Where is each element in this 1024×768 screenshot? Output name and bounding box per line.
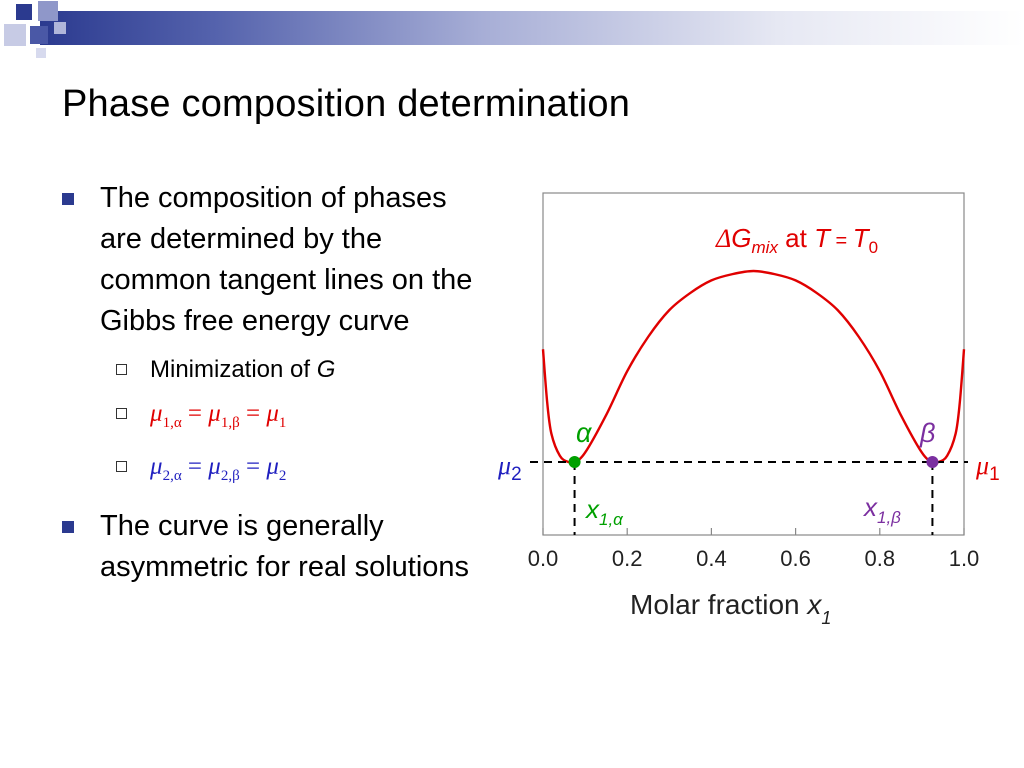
plot-frame: [542, 192, 965, 536]
x-tick-label: 0.4: [696, 546, 727, 571]
sub-bullet-item: μ2,α = μ2,β = μ2: [100, 445, 482, 498]
deco-square: [38, 1, 58, 21]
sub-bullet-item: Minimization of G: [100, 348, 482, 392]
deco-square: [16, 4, 32, 20]
x-tick-label: 0.0: [528, 546, 559, 571]
slide-title: Phase composition determination: [62, 83, 631, 125]
gibbs-energy-chart: ΔGmix at T = T0 0.0 0.2 0.4 0.6 0.8 1.0 α β μ…: [497, 192, 1000, 628]
bullet-item: The composition of phases are determined…: [62, 178, 482, 498]
x1-alpha-label: x1,α: [584, 494, 624, 529]
alpha-phase-label: α: [576, 418, 593, 448]
bullet-text: The composition of phases are determined…: [100, 182, 473, 337]
bullet-text: The curve is generally asymmetric for re…: [100, 510, 470, 583]
gradient-bar: [40, 11, 1024, 45]
equation-mu2: μ2,α = μ2,β = μ2: [150, 453, 287, 484]
beta-tangent-point: [926, 456, 939, 468]
sub-bullet-text: Minimization of: [150, 356, 317, 383]
hollow-square-icon: [116, 364, 127, 375]
bullet-list: The composition of phases are determined…: [62, 178, 482, 588]
x-tick-label: 0.2: [612, 546, 643, 571]
x-tick-label: 1.0: [949, 546, 980, 571]
sub-bullet-var: G: [316, 356, 336, 383]
x1-beta-label: x1,β: [862, 492, 901, 527]
x-axis-label: Molar fraction x1: [630, 589, 831, 628]
hollow-square-icon: [116, 461, 127, 472]
deco-square: [30, 26, 48, 44]
equation-mu1: μ1,α = μ1,β = μ1: [150, 400, 287, 431]
sub-bullet-list: Minimization of G μ1,α = μ1,β = μ1 μ2,α …: [100, 348, 482, 498]
x-tick-label: 0.8: [865, 546, 896, 571]
mu2-label: μ2: [497, 451, 522, 485]
title-decoration-bar: [0, 0, 1024, 58]
deco-square: [4, 24, 26, 46]
mu1-label: μ1: [975, 451, 1000, 485]
deco-square: [54, 22, 66, 34]
hollow-square-icon: [116, 408, 127, 419]
alpha-tangent-point: [568, 456, 581, 468]
bullet-item: The curve is generally asymmetric for re…: [62, 506, 482, 588]
bullet-square-icon: [62, 193, 74, 205]
x-tick-label: 0.6: [780, 546, 811, 571]
bullet-square-icon: [62, 521, 74, 533]
beta-phase-label: β: [919, 418, 935, 448]
chart-title: ΔGmix at T = T0: [715, 223, 878, 257]
sub-bullet-item: μ1,α = μ1,β = μ1: [100, 392, 482, 445]
deco-square: [36, 48, 46, 58]
